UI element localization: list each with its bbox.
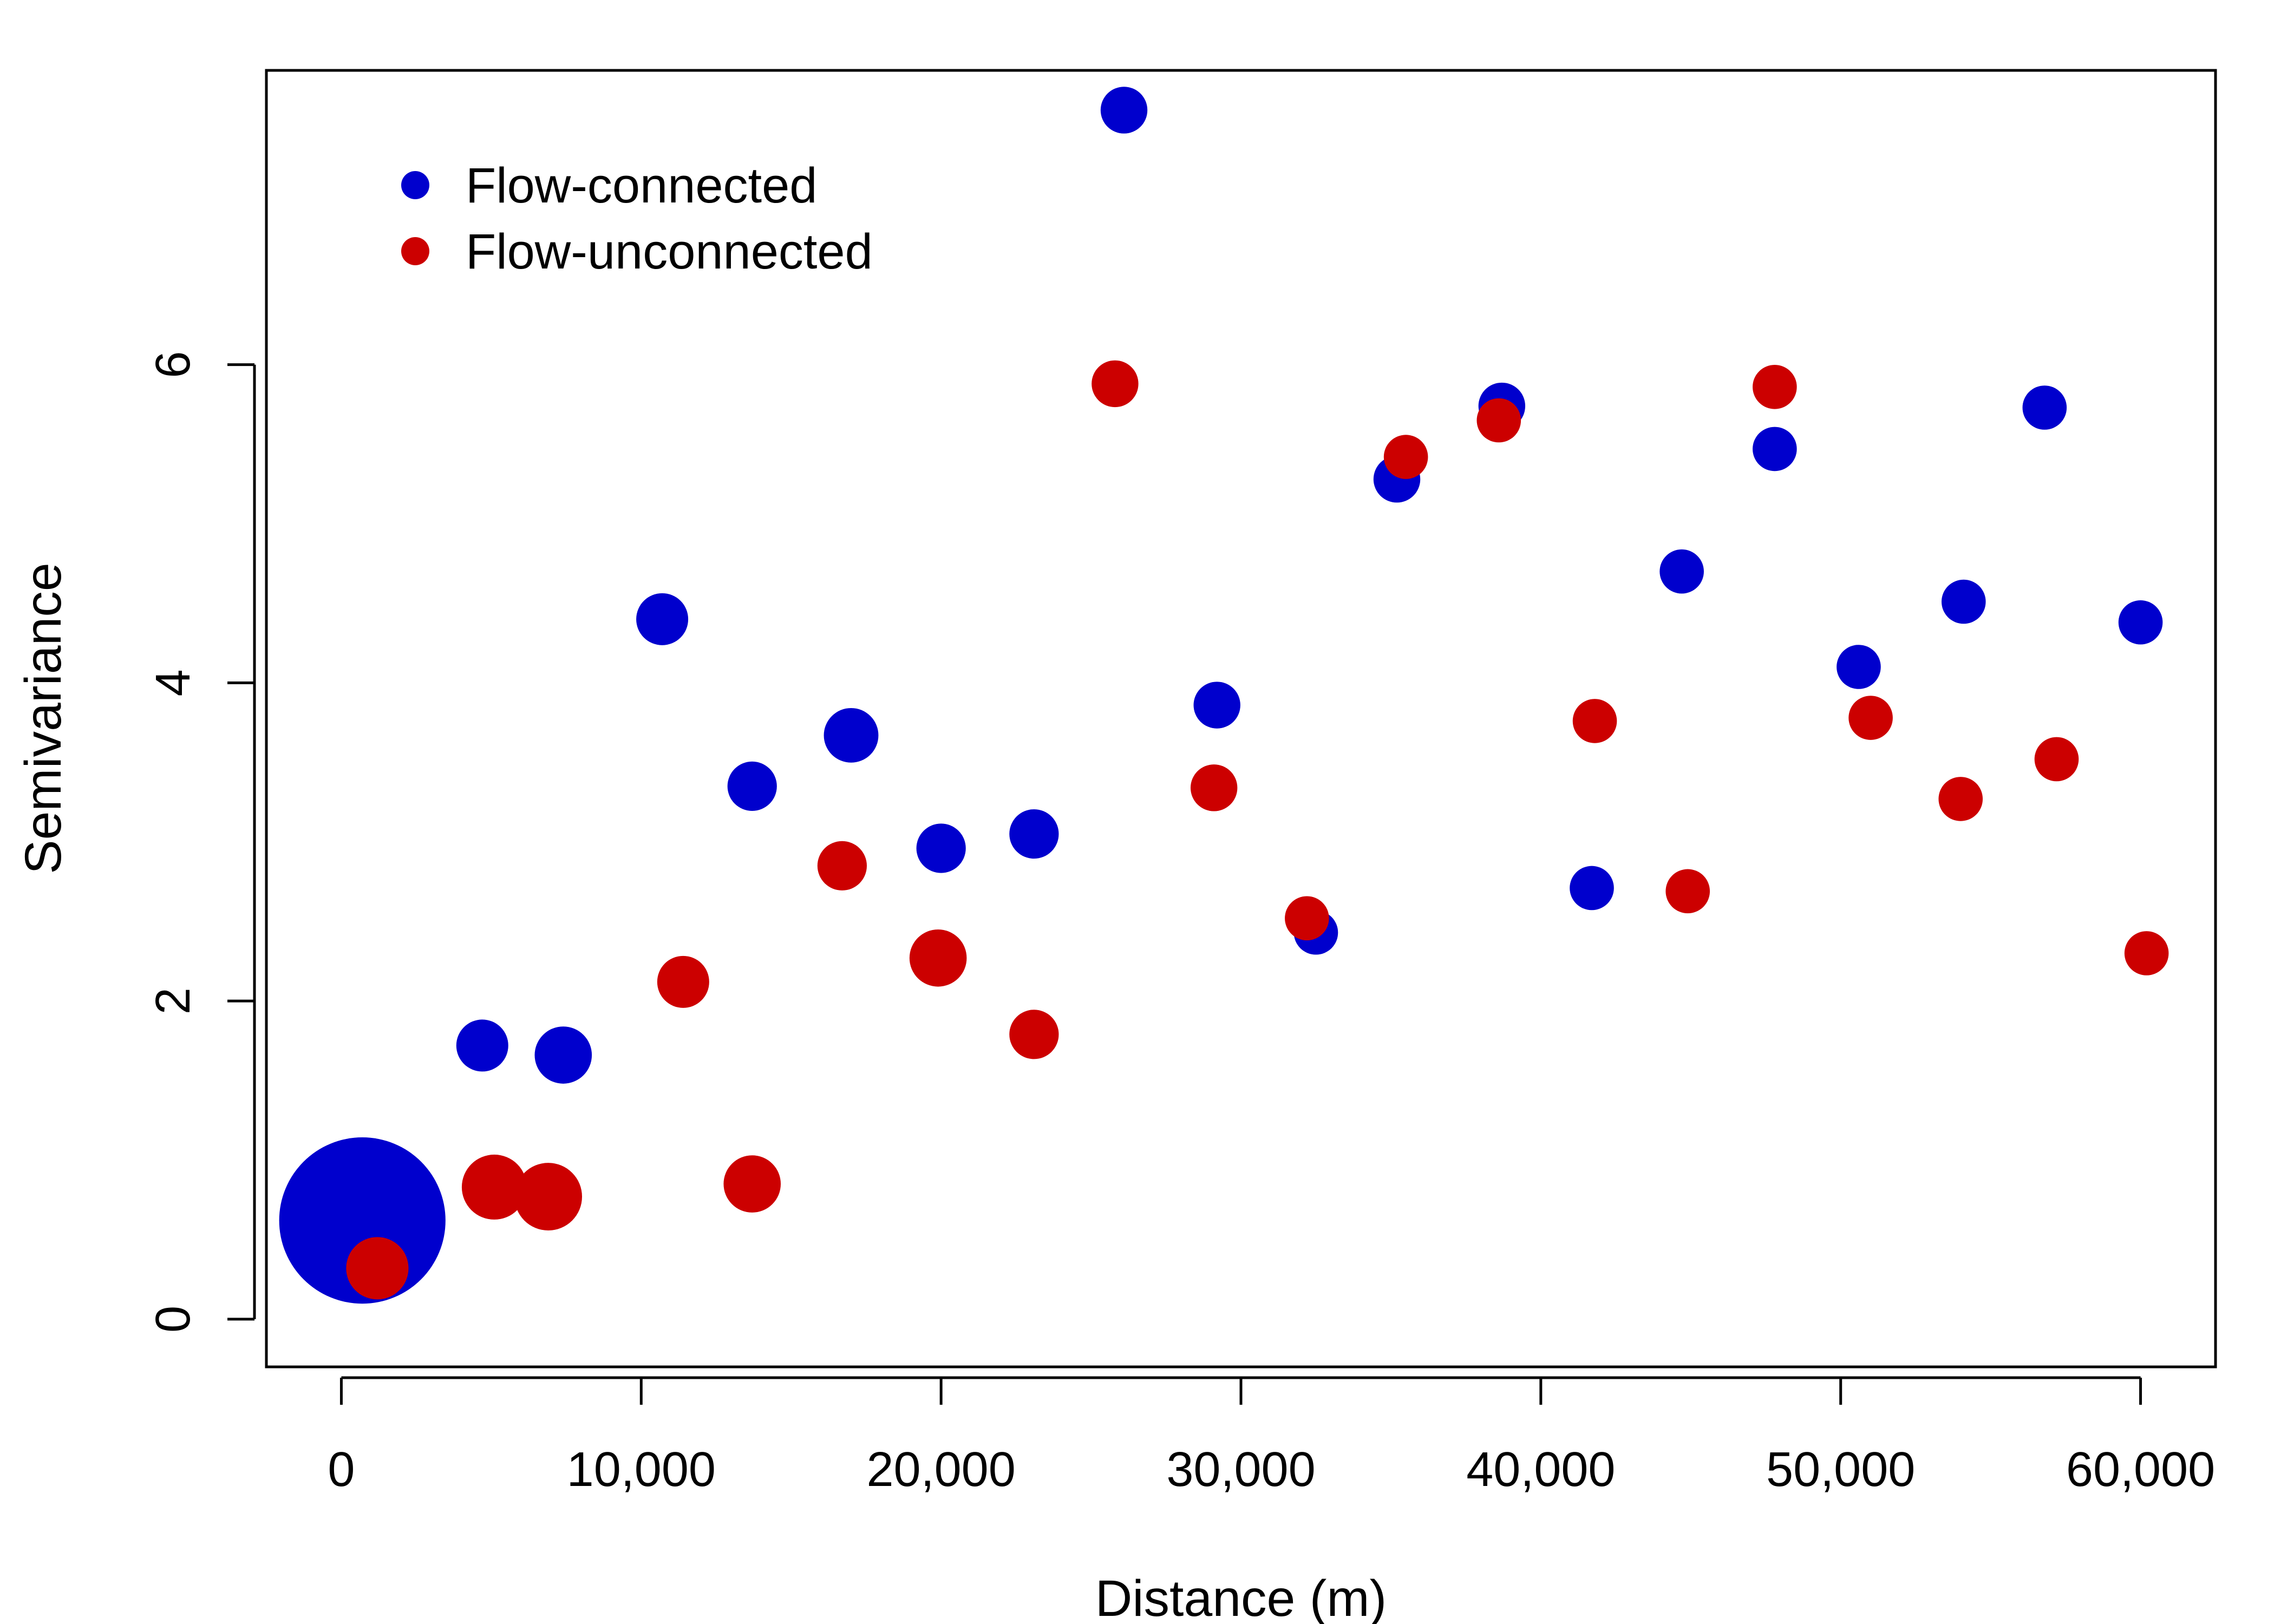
data-point: [2124, 931, 2169, 975]
y-tick-label: 6: [146, 351, 200, 378]
data-point: [1476, 398, 1521, 443]
data-point: [346, 1237, 409, 1300]
data-point: [824, 708, 879, 763]
x-tick-label: 20,000: [867, 1443, 1016, 1497]
x-tick-label: 50,000: [1766, 1443, 1915, 1497]
legend: Flow-connected Flow-unconnected: [401, 158, 873, 279]
y-axis-title: Semivariance: [15, 562, 72, 874]
y-axis: 0 2 4 6: [146, 351, 256, 1333]
data-point: [1941, 579, 1986, 624]
x-tick-label: 10,000: [567, 1443, 716, 1497]
plot-frame: [265, 69, 2217, 1368]
data-point: [1570, 866, 1614, 911]
data-point: [456, 1019, 508, 1072]
data-point: [1753, 427, 1797, 472]
y-tick-label: 2: [146, 987, 200, 1014]
y-tick-label: 4: [146, 669, 200, 696]
data-point: [1100, 87, 1148, 134]
y-tick-label: 0: [146, 1306, 200, 1333]
data-point: [514, 1163, 583, 1230]
x-axis-title: Distance (m): [1095, 1570, 1387, 1624]
data-point: [1383, 435, 1428, 479]
data-point: [534, 1026, 592, 1084]
x-tick-label: 40,000: [1466, 1443, 1615, 1497]
data-point: [916, 823, 966, 873]
legend-marker: [401, 171, 429, 199]
data-point: [909, 929, 967, 987]
data-point: [1837, 645, 1881, 689]
data-point: [2118, 600, 2163, 645]
data-point: [657, 955, 709, 1008]
data-point: [2034, 737, 2079, 782]
legend-marker: [401, 237, 429, 265]
data-point: [461, 1154, 527, 1220]
x-axis: 0 10,000 20,000 30,000 40,000 50,000 60,000: [328, 1376, 2215, 1497]
data-point: [636, 593, 689, 645]
data-point: [1938, 777, 1983, 821]
data-point: [1009, 809, 1059, 859]
x-tick-label: 60,000: [2066, 1443, 2215, 1497]
data-point: [1092, 360, 1139, 408]
data-point: [723, 1155, 781, 1213]
legend-label: Flow-connected: [466, 158, 817, 213]
data-point: [2022, 385, 2067, 430]
data-point: [1753, 364, 1797, 409]
data-point: [1665, 869, 1710, 914]
data-point: [1193, 682, 1240, 729]
data-point: [1659, 549, 1704, 594]
data-point: [1848, 696, 1893, 740]
data-point: [1190, 764, 1238, 811]
data-point: [727, 761, 777, 811]
data-point: [1009, 1010, 1059, 1059]
legend-label: Flow-unconnected: [466, 224, 873, 279]
data-point: [1572, 699, 1617, 743]
x-tick-label: 0: [328, 1443, 355, 1497]
x-tick-label: 30,000: [1166, 1443, 1315, 1497]
data-point: [817, 841, 867, 890]
data-points: [279, 87, 2169, 1304]
data-point: [1285, 896, 1329, 941]
